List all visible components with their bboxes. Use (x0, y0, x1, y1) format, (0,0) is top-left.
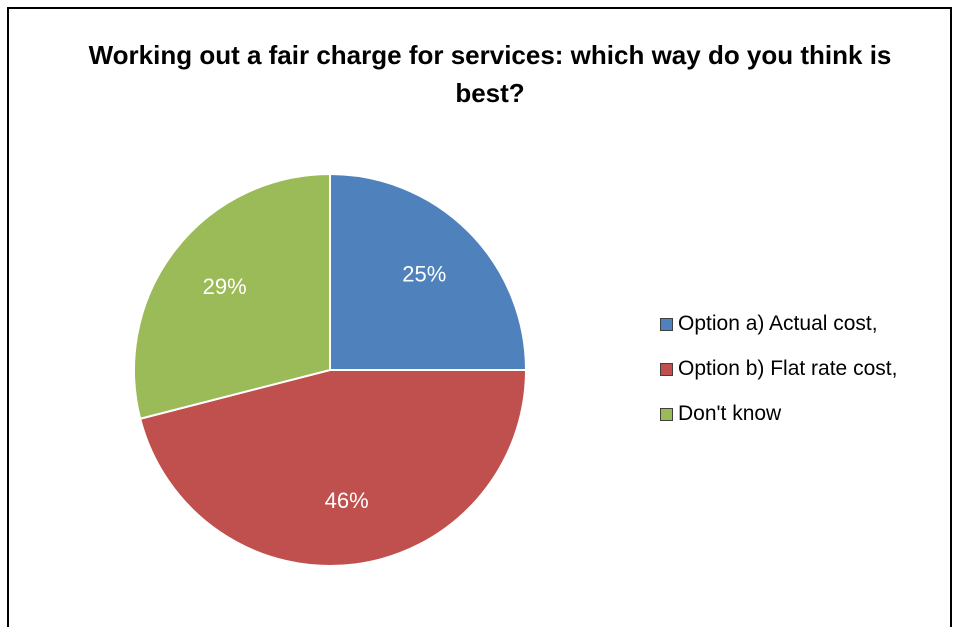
legend-label-option-a: Option a) Actual cost, (678, 312, 878, 335)
pie-slice-option-a (329, 172, 528, 371)
legend-swatch-option-a (660, 317, 673, 331)
data-label-option-a: 25% (402, 262, 446, 287)
chart-legend: Option a) Actual cost, Option b) Flat ra… (660, 306, 897, 441)
legend-label-option-b: Option b) Flat rate cost, (678, 357, 898, 380)
pie-slice-dont-know (133, 172, 331, 420)
legend-item-option-b: Option b) Flat rate cost, (660, 351, 897, 387)
legend-item-option-a: Option a) Actual cost, (660, 306, 897, 342)
legend-swatch-dont-know (660, 407, 673, 421)
legend-label-dont-know: Don't know (678, 402, 782, 425)
data-label-option-b: 46% (325, 488, 369, 513)
pie-slice-option-b (138, 369, 528, 567)
chart-title: Working out a fair charge for services: … (88, 40, 892, 108)
legend-item-dont-know: Don't know (660, 396, 897, 432)
legend-swatch-option-b (660, 362, 673, 376)
data-label-dont-know: 29% (203, 274, 247, 299)
